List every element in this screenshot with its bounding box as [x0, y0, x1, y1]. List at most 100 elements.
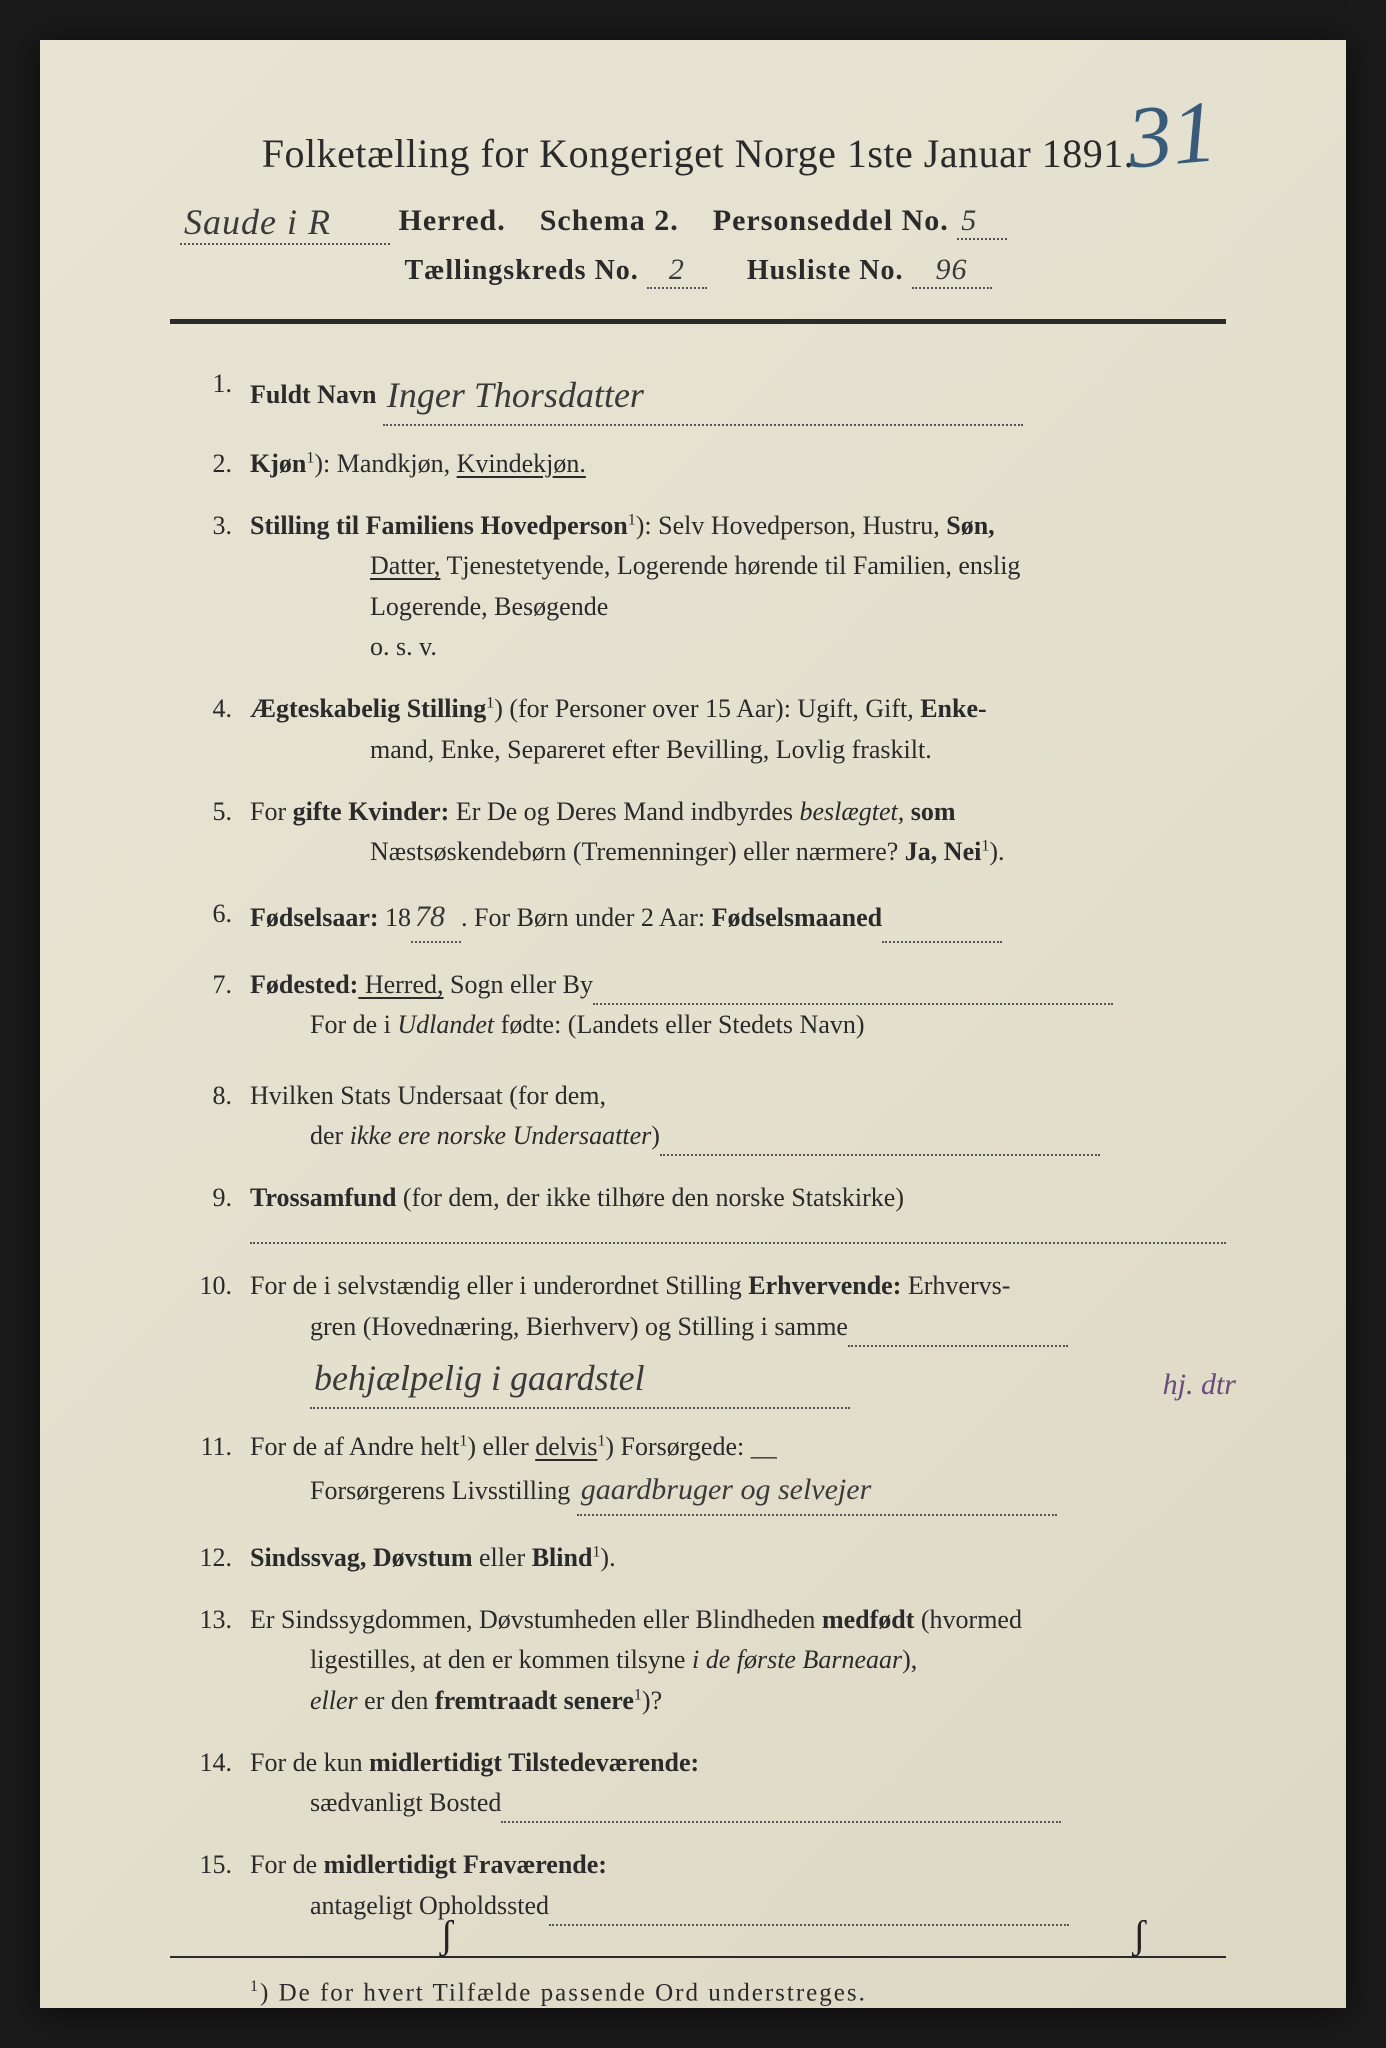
item-9: 9. Trossamfund (for dem, der ikke tilhør…	[190, 1178, 1226, 1244]
a: For de kun	[250, 1748, 369, 1777]
provider-hw: gaardbruger og selvejer	[577, 1467, 1057, 1516]
item-1: 1. Fuldt Navn Inger Thorsdatter	[190, 364, 1226, 422]
label2: Fødselsmaaned	[712, 903, 882, 932]
annotation-hw: hj. dtr	[1163, 1362, 1236, 1409]
text: eller	[473, 1543, 532, 1572]
bold: midlertidigt Fraværende:	[324, 1850, 607, 1879]
label: Fuldt Navn	[250, 380, 376, 409]
italic: beslægtet,	[800, 797, 905, 826]
item-body: Kjøn1): Mandkjøn, Kvindekjøn.	[250, 444, 1226, 484]
header-row-2: Tællingskreds No. 2 Husliste No. 96	[170, 253, 1226, 289]
sup: 1	[628, 511, 636, 528]
line3: eller er den fremtraadt senere1)?	[250, 1681, 1226, 1721]
a: er den	[358, 1686, 435, 1715]
text: ): Mandkjøn,	[314, 449, 456, 478]
item-13: 13. Er Sindssygdommen, Døvstumheden elle…	[190, 1600, 1226, 1721]
bold2: som	[904, 797, 955, 826]
line2: der ikke ere norske Undersaatter)	[250, 1116, 1226, 1156]
sup: 1	[634, 1686, 642, 1703]
item-body: For de af Andre helt1) eller delvis1) Fo…	[250, 1427, 1226, 1516]
schema-label: Schema 2.	[540, 204, 679, 237]
underlined: Herred,	[358, 970, 443, 999]
label: Fødested:	[250, 970, 358, 999]
label: Fødselsaar:	[250, 903, 379, 932]
item-14: 14. For de kun midlertidigt Tilstedevære…	[190, 1743, 1226, 1824]
ink-mark-icon: ʃ	[440, 1911, 453, 1958]
sup: 1	[250, 1978, 260, 1995]
line4: o. s. v.	[250, 627, 1226, 667]
divider-thin	[170, 1956, 1226, 1958]
item-body: For de kun midlertidigt Tilstedeværende:…	[250, 1743, 1226, 1824]
underlined: delvis	[535, 1432, 597, 1461]
item-body: Ægteskabelig Stilling1) (for Personer ov…	[250, 689, 1226, 770]
b: )	[651, 1121, 660, 1150]
italic: Udlandet	[397, 1010, 494, 1039]
italic: i de første Barneaar	[692, 1645, 902, 1674]
line1: Hvilken Stats Undersaat (for dem,	[250, 1081, 606, 1110]
census-form-page: 31 Folketælling for Kongeriget Norge 1st…	[40, 40, 1346, 2008]
a: der	[310, 1121, 350, 1150]
item-body: Fuldt Navn Inger Thorsdatter	[250, 364, 1226, 422]
text: Tjenestetyende, Logerende hørende til Fa…	[440, 551, 1020, 580]
kreds-label: Tællingskreds No.	[404, 255, 638, 286]
b: Erhvervs-	[901, 1271, 1010, 1300]
husliste-no: 96	[912, 253, 992, 289]
italic: ikke ere norske Undersaatter	[350, 1121, 652, 1150]
herred-handwritten: Saude i R	[180, 201, 390, 245]
item-num: 14.	[190, 1743, 250, 1824]
item-num: 12.	[190, 1538, 250, 1578]
b: (hvormed	[914, 1605, 1022, 1634]
item-body: Trossamfund (for dem, der ikke tilhøre d…	[250, 1178, 1226, 1244]
text-bold: Søn,	[946, 511, 994, 540]
form-items: 1. Fuldt Navn Inger Thorsdatter 2. Kjøn1…	[170, 364, 1226, 1926]
sup: 1	[486, 695, 494, 712]
item-body: Fødselsaar: 1878. For Børn under 2 Aar: …	[250, 894, 1226, 943]
line2: gren (Hovednæring, Bierhverv) og Stillin…	[250, 1307, 1226, 1347]
divider-thick	[170, 319, 1226, 324]
item-10: 10. For de i selvstændig eller i underor…	[190, 1266, 1226, 1404]
dotted	[549, 1924, 1069, 1926]
item-num: 5.	[190, 792, 250, 873]
item-body: Stilling til Familiens Hovedperson1): Se…	[250, 506, 1226, 667]
text: (for dem, der ikke tilhøre den norske St…	[396, 1183, 904, 1212]
dotted	[882, 941, 1002, 943]
bold: medfødt	[822, 1605, 914, 1634]
bold: gifte Kvinder:	[293, 797, 450, 826]
item-num: 4.	[190, 689, 250, 770]
ink-mark-icon: ʃ	[1133, 1911, 1146, 1958]
label: Sindssvag, Døvstum	[250, 1543, 473, 1572]
bold: Ja, Nei	[905, 837, 982, 866]
herred-label: Herred.	[399, 204, 506, 237]
item-body: Sindssvag, Døvstum eller Blind1).	[250, 1538, 1226, 1578]
item-body: Er Sindssygdommen, Døvstumheden eller Bl…	[250, 1600, 1226, 1721]
item-num: 11.	[190, 1427, 250, 1516]
a: Er Sindssygdommen, Døvstumheden eller Bl…	[250, 1605, 822, 1634]
label: Stilling til Familiens Hovedperson	[250, 511, 628, 540]
text: sædvanligt Bosted	[310, 1788, 501, 1817]
text: Sogn eller By	[444, 970, 594, 999]
bold: Enke-	[920, 694, 986, 723]
line2: ligestilles, at den er kommen tilsyne i …	[250, 1640, 1226, 1680]
fullname-handwritten: Inger Thorsdatter	[383, 368, 1023, 426]
line2: Datter, Tjenestetyende, Logerende hørend…	[250, 546, 1226, 586]
a: For de i selvstændig eller i underordnet…	[250, 1271, 748, 1300]
item-num: 15.	[190, 1845, 250, 1926]
b: ),	[902, 1645, 917, 1674]
item-15: 15. For de midlertidigt Fraværende: anta…	[190, 1845, 1226, 1926]
mid: . For Børn under 2 Aar:	[461, 903, 712, 932]
c: ) Forsørgede: __	[605, 1432, 776, 1461]
item-body: For de i selvstændig eller i underordnet…	[250, 1266, 1226, 1404]
text: Forsørgerens Livsstilling	[310, 1476, 570, 1505]
item-num: 6.	[190, 894, 250, 943]
footnote: 1) De for hvert Tilfælde passende Ord un…	[170, 1978, 1226, 2007]
line2: mand, Enke, Separeret efter Bevilling, L…	[250, 730, 1226, 770]
personseddel-label: Personseddel No.	[713, 204, 949, 237]
item-body: For de midlertidigt Fraværende: antageli…	[250, 1845, 1226, 1926]
label: Ægteskabelig Stilling	[250, 694, 486, 723]
dotted	[660, 1154, 1100, 1156]
end: ).	[600, 1543, 615, 1572]
b: )?	[642, 1686, 662, 1715]
item-11: 11. For de af Andre helt1) eller delvis1…	[190, 1427, 1226, 1516]
line2: antageligt Opholdssted	[250, 1886, 1226, 1926]
item-num: 3.	[190, 506, 250, 667]
